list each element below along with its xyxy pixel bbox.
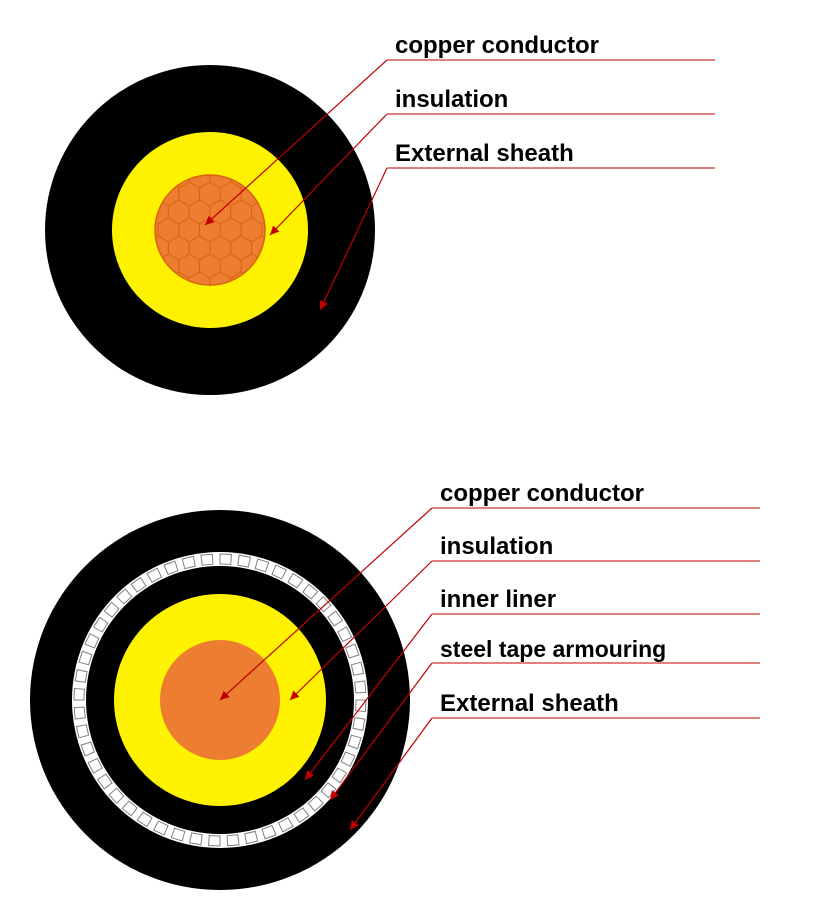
layer-label: steel tape armouring <box>440 636 666 663</box>
layer-label: External sheath <box>395 140 574 168</box>
layer-label: insulation <box>440 533 553 561</box>
layer-label: insulation <box>395 86 508 114</box>
layer-label: copper conductor <box>440 480 644 508</box>
diagram-canvas <box>0 0 831 915</box>
layer-label: External sheath <box>440 690 619 718</box>
layer-label: inner liner <box>440 586 556 614</box>
layer-label: copper conductor <box>395 32 599 60</box>
